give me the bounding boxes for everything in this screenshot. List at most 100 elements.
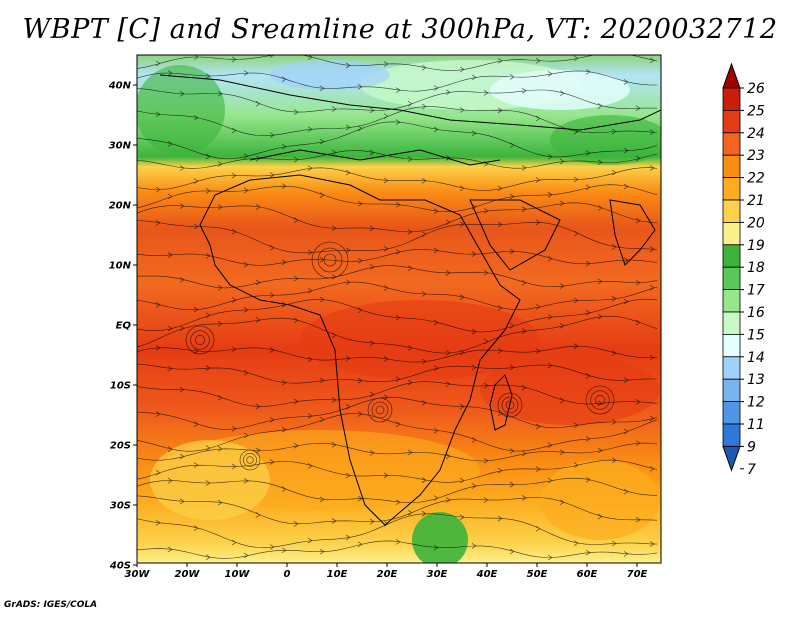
streamline-arrow xyxy=(243,478,249,484)
colorbar-bottom-arrow xyxy=(722,445,741,472)
streamline-arrow xyxy=(535,304,541,310)
streamline-arrow xyxy=(459,185,465,192)
streamline-arrow xyxy=(471,328,477,335)
colorbar-swatch xyxy=(722,244,741,268)
colorbar-swatch xyxy=(722,333,741,358)
streamline-arrow xyxy=(459,477,465,484)
lat-tick-label: EQ xyxy=(116,321,132,332)
streamline-arrow xyxy=(497,221,503,228)
streamline-arrow xyxy=(369,225,375,232)
streamline-arrow xyxy=(535,219,541,226)
streamline-arrow xyxy=(611,457,617,464)
streamline-arrow xyxy=(597,278,603,285)
streamline-arrow xyxy=(433,247,439,254)
streamline-arrow xyxy=(255,204,261,210)
streamline-arrow xyxy=(459,66,465,73)
streamline-arrow xyxy=(383,521,389,527)
colorbar-swatch xyxy=(722,423,741,447)
streamline-eddy xyxy=(185,325,215,355)
streamline-arrow xyxy=(319,296,325,303)
colorbar: 26 25 24 23 22 21 20 19 18 17 16 15 14 13 12 11 9 7 xyxy=(722,62,765,478)
streamline-arrow xyxy=(585,477,591,483)
coastlines xyxy=(159,74,661,526)
streamline-arrow xyxy=(193,115,199,121)
colorbar-label: 16 xyxy=(747,305,765,321)
streamline-arrow xyxy=(585,436,591,442)
streamline-arrow xyxy=(167,365,173,372)
streamline-arrow xyxy=(193,306,199,313)
streamline-arrow xyxy=(585,184,591,191)
streamline-arrow xyxy=(231,539,237,546)
streamline-arrow xyxy=(205,365,211,371)
streamline-arrow xyxy=(459,221,465,228)
streamline-arrow xyxy=(623,79,629,85)
streamline-arrow xyxy=(421,64,427,71)
streamline-arrow xyxy=(635,319,641,326)
colorbar-label: 15 xyxy=(747,327,765,343)
streamline xyxy=(137,167,658,191)
lon-tick-label: 30E xyxy=(427,569,448,580)
streamline-arrow xyxy=(597,103,603,109)
streamline-arrow xyxy=(407,379,413,386)
streamline-arrow xyxy=(319,377,325,384)
streamline-arrow xyxy=(509,448,515,454)
streamline-arrow xyxy=(597,313,603,320)
streamline-arrow xyxy=(369,518,375,525)
streamline-arrow xyxy=(357,257,363,264)
streamline-arrow xyxy=(269,544,275,550)
streamline-arrow xyxy=(269,244,275,251)
streamline-arrow xyxy=(535,466,541,472)
streamline-arrow xyxy=(281,259,287,265)
streamline-arrow xyxy=(193,462,199,468)
streamline-arrow xyxy=(179,325,185,332)
streamline-arrow xyxy=(521,450,527,457)
streamline-arrow xyxy=(319,416,325,423)
streamline-arrow xyxy=(535,348,541,354)
grads-credit: GrADS: IGES/COLA xyxy=(4,600,98,610)
streamline-arrow xyxy=(471,130,477,137)
streamline-arrow xyxy=(635,105,641,111)
streamline-arrow xyxy=(509,74,515,80)
streamline xyxy=(137,381,658,407)
streamline-arrow xyxy=(623,257,629,263)
streamline-arrow xyxy=(293,109,299,115)
streamline-arrow xyxy=(345,472,351,479)
streamline-arrow xyxy=(231,297,237,303)
streamline-eddy xyxy=(323,253,337,267)
streamline-arrow xyxy=(559,322,565,329)
streamline-arrow xyxy=(573,462,579,468)
streamline-arrow xyxy=(281,183,287,189)
streamline-eddy xyxy=(195,335,205,345)
streamline-arrow xyxy=(269,132,275,138)
streamline-arrow xyxy=(243,70,249,76)
streamline-arrow xyxy=(255,317,261,323)
streamline-arrow xyxy=(635,279,641,286)
streamline-arrow xyxy=(521,88,527,94)
streamline-arrow xyxy=(217,321,223,327)
streamline-arrow xyxy=(155,344,161,351)
colorbar-swatch xyxy=(722,266,741,291)
streamline-arrow xyxy=(179,203,185,209)
streamline-arrow xyxy=(573,176,579,183)
streamline xyxy=(137,281,658,311)
streamline xyxy=(137,121,658,160)
streamline-arrow xyxy=(421,231,427,237)
streamline-arrow xyxy=(179,386,185,393)
streamline-arrow xyxy=(445,270,451,276)
streamline-arrow xyxy=(509,481,515,488)
colorbar-top-arrow xyxy=(722,62,741,89)
streamline-arrow xyxy=(167,252,173,258)
streamline-arrow xyxy=(497,305,503,311)
streamline xyxy=(137,477,658,504)
streamline-arrow xyxy=(167,325,173,332)
streamline-arrow xyxy=(445,219,451,225)
lat-tick-label: 10S xyxy=(110,381,131,392)
streamline-arrow xyxy=(421,291,427,297)
colorbar-swatch xyxy=(722,289,741,313)
colorbar-swatch xyxy=(722,154,741,178)
lon-tick-label: 70E xyxy=(627,569,648,580)
streamline-arrow xyxy=(217,204,223,210)
streamline-arrow xyxy=(179,91,185,97)
streamline-arrow xyxy=(547,71,553,77)
streamline-arrow xyxy=(231,229,237,235)
